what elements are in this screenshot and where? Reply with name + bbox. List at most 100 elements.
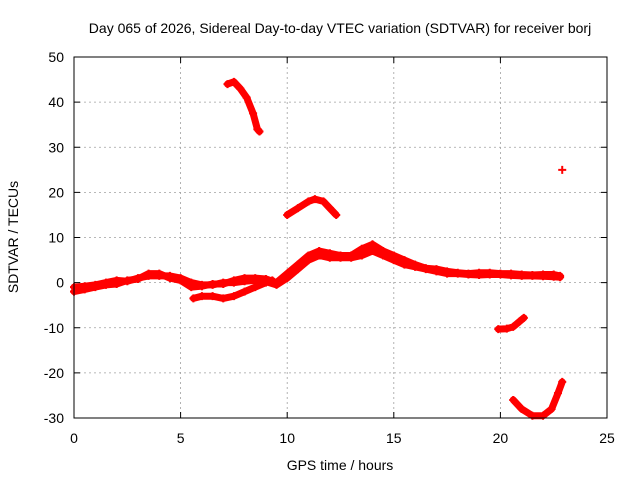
data-point xyxy=(91,283,100,292)
x-tick-label: 20 xyxy=(493,430,509,446)
data-point xyxy=(553,389,562,398)
data-point xyxy=(332,210,341,219)
data-point xyxy=(556,271,565,280)
data-point xyxy=(515,317,524,326)
data-point xyxy=(411,260,420,269)
data-point xyxy=(236,84,245,93)
axis-ticks: 0 5 10 15 20 25 -30 -20 -10 0 10 20 30 40 50 xyxy=(44,49,615,446)
data-point xyxy=(421,264,430,273)
data-point xyxy=(325,249,334,258)
data-point xyxy=(389,251,398,260)
y-tick-label: -30 xyxy=(44,410,64,426)
data-point xyxy=(219,279,228,288)
data-point xyxy=(379,247,388,256)
data-point xyxy=(315,247,324,256)
data-point xyxy=(507,269,516,278)
x-tick-label: 15 xyxy=(386,430,402,446)
series-mid-arc xyxy=(283,195,341,219)
data-point xyxy=(558,377,567,386)
series-main-band-b xyxy=(70,240,565,296)
series-neg-short xyxy=(494,313,528,334)
data-point xyxy=(368,240,377,249)
y-tick-label: 0 xyxy=(56,275,64,291)
data-point xyxy=(432,265,441,274)
data-point xyxy=(304,197,313,206)
data-point xyxy=(464,269,473,278)
data-point xyxy=(347,251,356,260)
y-tick-label: 50 xyxy=(48,49,64,65)
data-point xyxy=(475,268,484,277)
x-tick-label: 0 xyxy=(70,430,78,446)
data-point xyxy=(80,285,89,294)
data-point xyxy=(229,77,238,86)
data-point xyxy=(336,251,345,260)
data-point xyxy=(229,276,238,285)
data-point xyxy=(255,127,264,136)
data-point xyxy=(310,195,319,204)
data-point xyxy=(268,276,277,285)
data-point xyxy=(197,282,206,291)
x-tick-label: 10 xyxy=(279,430,295,446)
data-point xyxy=(539,270,548,279)
data-point xyxy=(547,404,556,413)
data-point xyxy=(517,404,526,413)
y-axis-title: SDTVAR / TECUs xyxy=(5,181,21,293)
data-point xyxy=(208,279,217,288)
y-tick-label: 30 xyxy=(48,139,64,155)
data-point xyxy=(517,270,526,279)
data-point xyxy=(101,280,110,289)
data-point xyxy=(293,204,302,213)
data-point xyxy=(400,256,409,265)
y-tick-label: 40 xyxy=(48,94,64,110)
data-point xyxy=(229,292,238,301)
data-point xyxy=(219,294,228,303)
x-tick-label: 25 xyxy=(599,430,615,446)
data-point xyxy=(261,278,270,287)
data-point xyxy=(197,292,206,301)
data-point xyxy=(165,274,174,283)
data-point xyxy=(251,274,260,283)
data-point xyxy=(293,260,302,269)
x-tick-label: 5 xyxy=(177,430,185,446)
series-dip-arc xyxy=(189,276,277,303)
data-point xyxy=(509,322,518,331)
data-point xyxy=(208,292,217,301)
data-point xyxy=(485,268,494,277)
data-point xyxy=(549,270,558,279)
y-tick-label: 10 xyxy=(48,230,64,246)
series-line xyxy=(509,378,566,420)
data-point xyxy=(304,251,313,260)
data-point xyxy=(558,165,567,174)
data-point xyxy=(519,313,528,322)
y-tick-label: 20 xyxy=(48,184,64,200)
data-point xyxy=(155,269,164,278)
data-point xyxy=(283,269,292,278)
data-point xyxy=(187,283,196,292)
data-point xyxy=(453,268,462,277)
data-point xyxy=(144,269,153,278)
data-point xyxy=(176,276,185,285)
grid xyxy=(74,57,607,418)
data-point xyxy=(319,197,328,206)
data-point xyxy=(443,267,452,276)
x-axis-title: GPS time / hours xyxy=(287,457,394,473)
data-point xyxy=(123,276,132,285)
data-point xyxy=(283,210,292,219)
data-marks xyxy=(70,77,567,420)
data-point xyxy=(240,274,249,283)
data-point xyxy=(223,80,232,89)
data-point xyxy=(112,279,121,288)
data-point xyxy=(242,93,251,102)
data-point xyxy=(509,395,518,404)
series-high-arc xyxy=(223,77,264,136)
data-point xyxy=(325,204,334,213)
data-point xyxy=(133,275,142,284)
series-low-arc xyxy=(509,377,567,420)
y-tick-label: -20 xyxy=(44,365,64,381)
chart-title: Day 065 of 2026, Sidereal Day-to-day VTE… xyxy=(89,20,591,36)
data-point xyxy=(251,283,260,292)
data-point xyxy=(528,270,537,279)
y-tick-label: -10 xyxy=(44,320,64,336)
series-outlier xyxy=(558,165,567,174)
